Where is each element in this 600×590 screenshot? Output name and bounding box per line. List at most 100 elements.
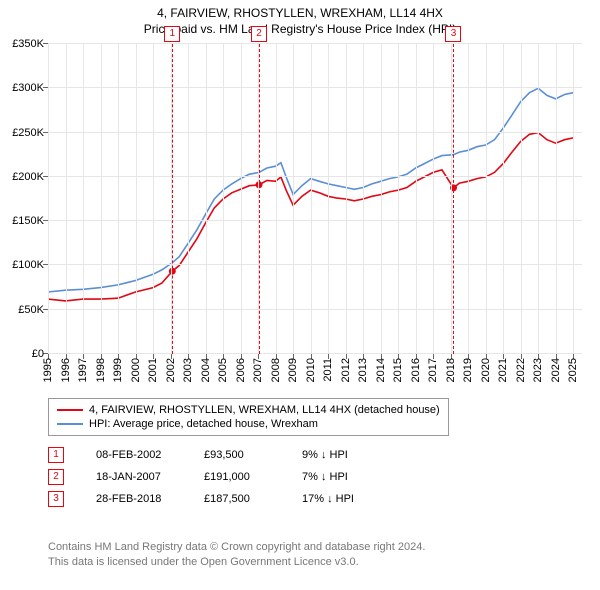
- gridline-h: [48, 43, 582, 44]
- transaction-diff: 9% ↓ HPI: [302, 449, 402, 461]
- xtick-label: 2021: [497, 358, 509, 382]
- transaction-diff: 7% ↓ HPI: [302, 471, 402, 483]
- xtick-label: 2025: [567, 358, 579, 382]
- gridline-v: [503, 44, 504, 354]
- xtick-label: 2012: [340, 358, 352, 382]
- xtick-label: 1995: [42, 358, 54, 382]
- ytick-label: £150K: [12, 215, 44, 227]
- ytick-label: £300K: [12, 82, 44, 94]
- marker-box: 2: [251, 26, 267, 42]
- gridline-h: [48, 353, 582, 354]
- xtick-label: 2003: [182, 358, 194, 382]
- gridline-v: [293, 44, 294, 354]
- gridline-v: [206, 44, 207, 354]
- title-address: 4, FAIRVIEW, RHOSTYLLEN, WREXHAM, LL14 4…: [0, 6, 600, 20]
- xtick-label: 2007: [252, 358, 264, 382]
- gridline-v: [328, 44, 329, 354]
- xtick-label: 1999: [112, 358, 124, 382]
- gridline-v: [346, 44, 347, 354]
- legend-row: HPI: Average price, detached house, Wrex…: [57, 417, 440, 431]
- gridline-v: [136, 44, 137, 354]
- ytick-label: £100K: [12, 259, 44, 271]
- gridline-v: [276, 44, 277, 354]
- footer-line1: Contains HM Land Registry data © Crown c…: [48, 540, 425, 555]
- gridline-v: [83, 44, 84, 354]
- transaction-row: 1 08-FEB-2002 £93,500 9% ↓ HPI: [48, 444, 402, 466]
- legend-row: 4, FAIRVIEW, RHOSTYLLEN, WREXHAM, LL14 4…: [57, 403, 440, 417]
- marker-box: 1: [164, 26, 180, 42]
- xtick-label: 2004: [200, 358, 212, 382]
- xtick-label: 2006: [235, 358, 247, 382]
- gridline-v: [416, 44, 417, 354]
- gridline-v: [223, 44, 224, 354]
- xtick-label: 1998: [95, 358, 107, 382]
- gridline-v: [311, 44, 312, 354]
- footer: Contains HM Land Registry data © Crown c…: [48, 540, 425, 570]
- legend-label: 4, FAIRVIEW, RHOSTYLLEN, WREXHAM, LL14 4…: [89, 404, 440, 416]
- gridline-v: [188, 44, 189, 354]
- gridline-v: [538, 44, 539, 354]
- transaction-date: 28-FEB-2018: [96, 493, 186, 505]
- marker-box: 3: [445, 26, 461, 42]
- xtick-label: 2013: [357, 358, 369, 382]
- transaction-marker-box: 2: [48, 469, 64, 485]
- ytick-label: £250K: [12, 127, 44, 139]
- xtick-label: 2005: [217, 358, 229, 382]
- gridline-h: [48, 132, 582, 133]
- xtick-label: 2010: [305, 358, 317, 382]
- transaction-row: 2 18-JAN-2007 £191,000 7% ↓ HPI: [48, 466, 402, 488]
- xtick-label: 2011: [322, 358, 334, 382]
- ytick-label: £200K: [12, 171, 44, 183]
- ytick-label: £50K: [18, 304, 44, 316]
- footer-line2: This data is licensed under the Open Gov…: [48, 555, 425, 570]
- gridline-v: [101, 44, 102, 354]
- xtick-label: 2001: [147, 358, 159, 382]
- xtick-label: 2019: [462, 358, 474, 382]
- gridline-h: [48, 176, 582, 177]
- gridline-v: [381, 44, 382, 354]
- ytick-label: £350K: [12, 38, 44, 50]
- gridline-v: [433, 44, 434, 354]
- xtick-label: 2008: [270, 358, 282, 382]
- xtick-label: 1996: [60, 358, 72, 382]
- line-plot-svg: [48, 44, 582, 354]
- transaction-marker-box: 1: [48, 447, 64, 463]
- plot-area: £0£50K£100K£150K£200K£250K£300K£350K1995…: [48, 44, 582, 354]
- xtick-label: 1997: [77, 358, 89, 382]
- gridline-v: [468, 44, 469, 354]
- chart-container: 4, FAIRVIEW, RHOSTYLLEN, WREXHAM, LL14 4…: [0, 0, 600, 590]
- transaction-date: 18-JAN-2007: [96, 471, 186, 483]
- xtick-label: 2016: [410, 358, 422, 382]
- legend-swatch: [57, 409, 83, 411]
- transaction-date: 08-FEB-2002: [96, 449, 186, 461]
- xtick-label: 2017: [427, 358, 439, 382]
- xtick-label: 2018: [445, 358, 457, 382]
- xtick-label: 2015: [392, 358, 404, 382]
- gridline-h: [48, 87, 582, 88]
- transaction-row: 328-FEB-2018£187,50017% ↓ HPI: [48, 488, 402, 510]
- gridline-v: [486, 44, 487, 354]
- gridline-h: [48, 220, 582, 221]
- transaction-marker-box: 3: [48, 491, 64, 507]
- title-subtitle: Price paid vs. HM Land Registry's House …: [0, 22, 600, 36]
- gridline-h: [48, 309, 582, 310]
- gridline-v: [573, 44, 574, 354]
- xtick-label: 2002: [165, 358, 177, 382]
- legend-swatch: [57, 423, 83, 425]
- gridline-v: [241, 44, 242, 354]
- gridline-v: [451, 44, 452, 354]
- transaction-price: £191,000: [204, 471, 284, 483]
- gridline-v: [118, 44, 119, 354]
- transaction-price: £187,500: [204, 493, 284, 505]
- xtick-label: 2024: [550, 358, 562, 382]
- marker-line: [172, 44, 173, 354]
- gridline-v: [398, 44, 399, 354]
- xtick-label: 2009: [287, 358, 299, 382]
- gridline-v: [48, 44, 49, 354]
- gridline-v: [556, 44, 557, 354]
- gridline-v: [363, 44, 364, 354]
- gridline-v: [521, 44, 522, 354]
- transaction-price: £93,500: [204, 449, 284, 461]
- gridline-v: [66, 44, 67, 354]
- xtick-label: 2000: [130, 358, 142, 382]
